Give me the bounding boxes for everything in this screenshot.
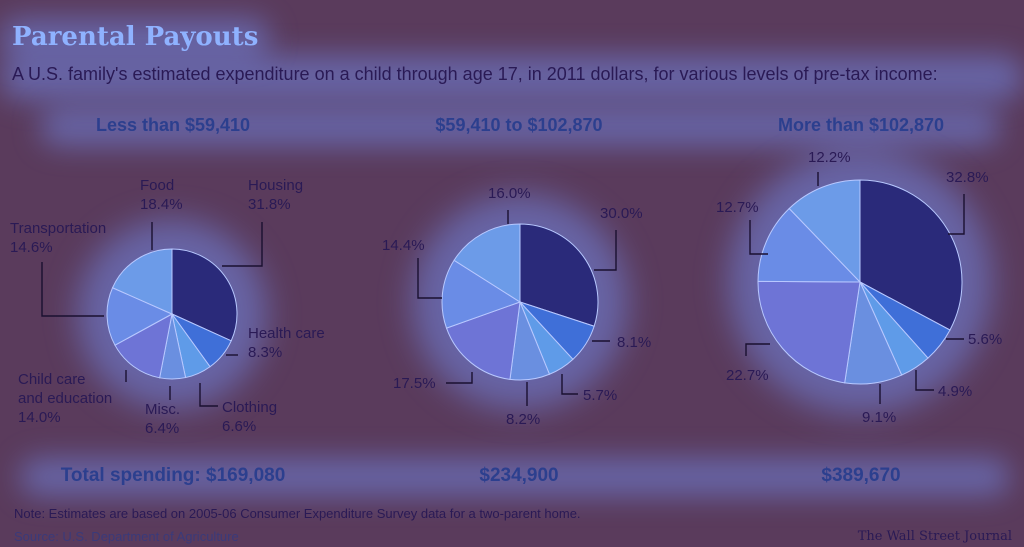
chart-1-slice-label: Transportation 14.6% xyxy=(10,220,106,256)
chart-3-slice-label: 12.2% xyxy=(808,149,851,166)
chart-3-leader-line xyxy=(745,343,770,356)
chart-3-slice-label: 22.7% xyxy=(726,367,769,384)
chart-2-leader-line xyxy=(561,374,578,395)
chart-2-title: $59,410 to $102,870 xyxy=(435,115,603,135)
chart-3-slice-label: 32.8% xyxy=(946,169,989,186)
chart-1-leader-line xyxy=(41,262,104,317)
chart-3-leader-line xyxy=(749,220,768,255)
chart-1-slice-label: Misc. 6.4% xyxy=(145,401,180,437)
chart-3-leader-line xyxy=(915,370,934,391)
chart-3-slice-label: 12.7% xyxy=(716,199,759,216)
chart-1-slice-label: Food 18.4% xyxy=(140,177,183,213)
page-subtitle: A U.S. family's estimated expenditure on… xyxy=(12,64,938,84)
chart-1-slice-label: Clothing 6.6% xyxy=(222,399,277,435)
chart-2-slice-label: 8.1% xyxy=(617,334,651,351)
chart-2-leader-line xyxy=(594,230,617,271)
chart-2-slice-label: 14.4% xyxy=(382,237,425,254)
glow-band-headers xyxy=(40,108,1000,146)
chart-2-slice-label: 17.5% xyxy=(393,375,436,392)
chart-3-slice-label: 4.9% xyxy=(938,383,972,400)
chart-3-slice-food xyxy=(788,179,861,284)
chart-2-total: $234,900 xyxy=(479,465,559,486)
chart-2-slice-label: 8.2% xyxy=(506,411,540,428)
chart-3-title: More than $102,870 xyxy=(777,115,945,135)
glow-band-totals xyxy=(20,458,1010,496)
chart-1-slice-food xyxy=(111,248,173,315)
publisher-credit: The Wall Street Journal xyxy=(857,529,1012,544)
chart-2-slice-transportation xyxy=(441,259,522,329)
chart-3-slice-label: 5.6% xyxy=(968,331,1002,348)
chart-1-slice-transportation xyxy=(106,287,174,346)
chart-3-slice-housing xyxy=(859,179,963,331)
footnote: Note: Estimates are based on 2005-06 Con… xyxy=(14,506,581,521)
chart-2-slice-child-care-and-education xyxy=(445,301,521,380)
chart-2-slice-label: 16.0% xyxy=(488,185,531,202)
chart-3-slice-label: 9.1% xyxy=(862,409,896,426)
chart-1-slice-label: Housing 31.8% xyxy=(248,177,303,213)
chart-1-total: Total spending: $169,080 xyxy=(60,465,286,486)
chart-2-slice-food xyxy=(453,223,521,303)
chart-1-leader-line xyxy=(222,222,263,267)
chart-3-slice-child-care-and-education xyxy=(757,280,861,384)
chart-2-leader-line xyxy=(446,372,473,384)
glow-band-subtitle xyxy=(0,55,1024,100)
chart-3-leader-line xyxy=(948,194,965,235)
source-line: Source: U.S. Department of Agriculture xyxy=(14,529,239,544)
chart-2-leader-line xyxy=(417,258,442,299)
glow-band-title xyxy=(0,18,270,58)
chart-1-slice-label: Child care and education 14.0% xyxy=(18,371,112,426)
chart-1-slice-housing xyxy=(171,248,238,342)
chart-2-slice-label: 5.7% xyxy=(583,387,617,404)
chart-2-slice-label: 30.0% xyxy=(600,205,643,222)
chart-3-total: $389,670 xyxy=(821,465,901,486)
chart-1-title: Less than $59,410 xyxy=(95,115,251,135)
chart-1-slice-child-care-and-education xyxy=(114,313,173,379)
chart-2-slice-housing xyxy=(519,223,599,327)
chart-3-slice-transportation xyxy=(757,207,862,283)
chart-1-slice-label: Health care 8.3% xyxy=(248,325,325,361)
chart-1-leader-line xyxy=(199,383,218,407)
page-title: Parental Payouts xyxy=(12,22,259,52)
